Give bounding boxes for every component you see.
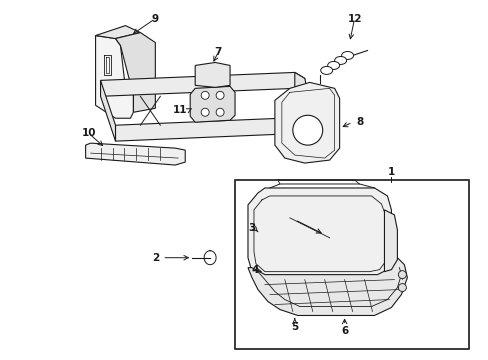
Polygon shape	[195, 62, 229, 87]
Ellipse shape	[327, 62, 339, 69]
Polygon shape	[384, 210, 397, 272]
Text: 10: 10	[81, 128, 96, 138]
Polygon shape	[274, 82, 339, 163]
Polygon shape	[190, 86, 235, 122]
Polygon shape	[101, 80, 115, 141]
Circle shape	[216, 91, 224, 99]
Polygon shape	[85, 143, 185, 165]
Circle shape	[216, 108, 224, 116]
Circle shape	[398, 284, 406, 292]
Text: 2: 2	[151, 253, 159, 263]
Polygon shape	[101, 72, 304, 96]
Polygon shape	[247, 188, 390, 282]
Text: 9: 9	[151, 14, 159, 24]
Polygon shape	[115, 32, 155, 112]
Polygon shape	[95, 26, 140, 39]
Circle shape	[398, 271, 406, 279]
Text: 7: 7	[214, 48, 222, 58]
Polygon shape	[247, 258, 407, 315]
Ellipse shape	[341, 51, 353, 59]
Text: 6: 6	[340, 327, 347, 336]
Polygon shape	[294, 72, 314, 133]
Text: 4: 4	[251, 265, 258, 275]
Ellipse shape	[320, 67, 332, 75]
Bar	[235, 180, 468, 349]
Circle shape	[292, 115, 322, 145]
Ellipse shape	[334, 57, 346, 64]
Polygon shape	[115, 117, 314, 141]
Text: 11: 11	[173, 105, 187, 115]
Text: 3: 3	[248, 223, 255, 233]
Text: 5: 5	[290, 323, 298, 332]
Polygon shape	[95, 36, 133, 118]
Text: 1: 1	[387, 167, 394, 177]
Text: 8: 8	[355, 117, 363, 127]
Text: 12: 12	[346, 14, 361, 24]
Circle shape	[201, 91, 209, 99]
Circle shape	[201, 108, 209, 116]
